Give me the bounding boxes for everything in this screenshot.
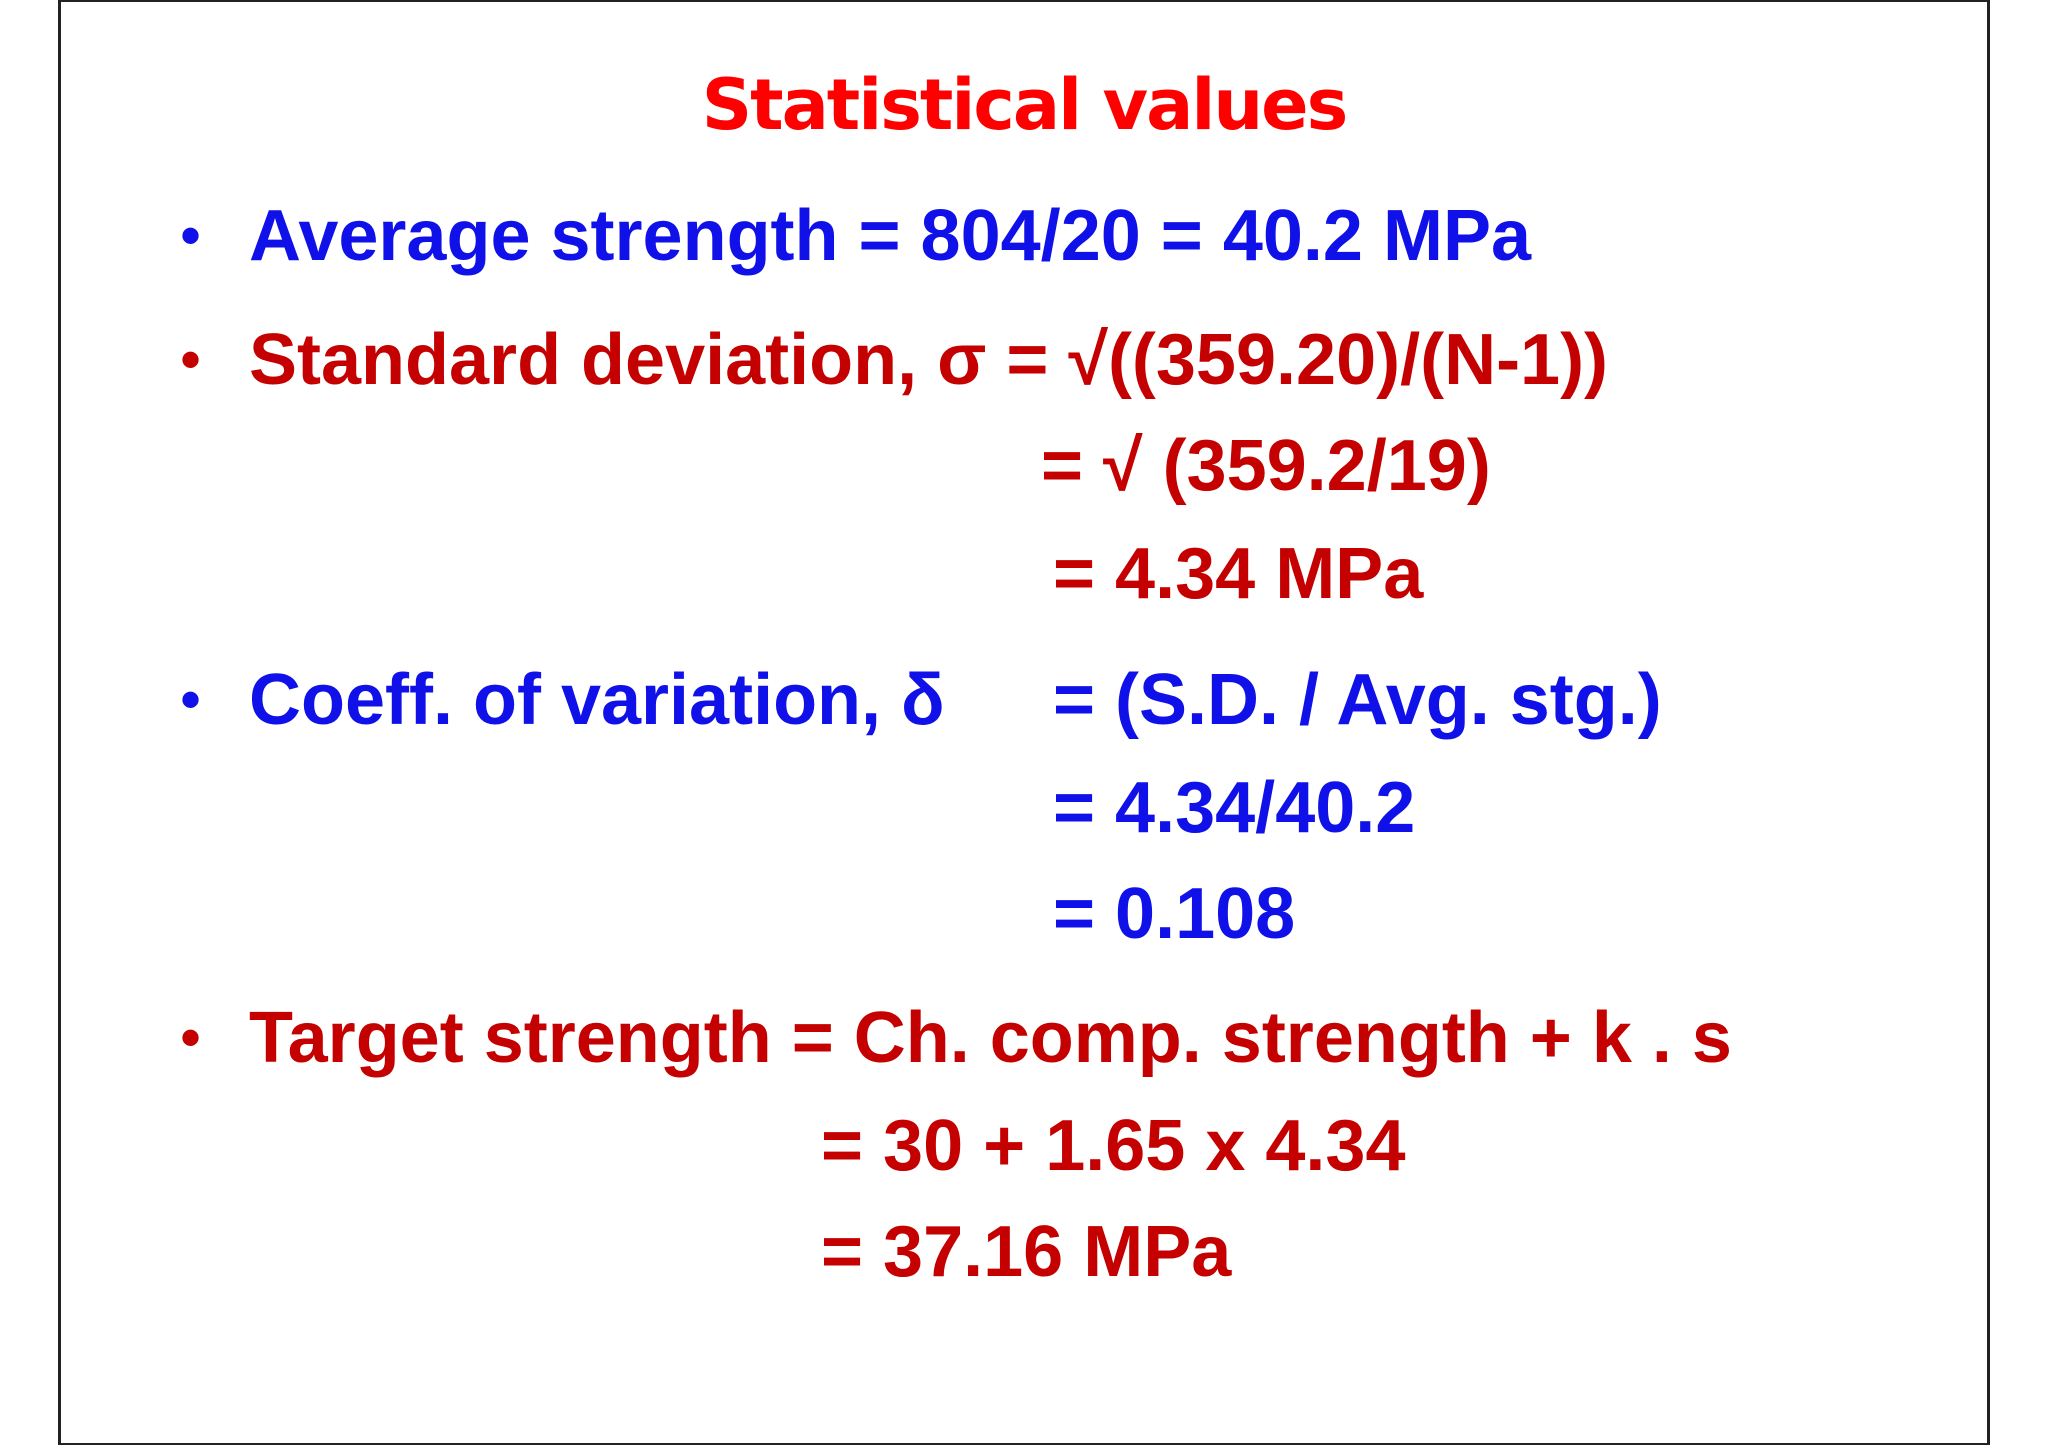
std-dev-line-2: = √ (359.2/19) [1041, 426, 1491, 506]
average-strength-line: Average strength = 804/20 = 40.2 MPa [249, 196, 1532, 276]
target-line-3: = 37.16 MPa [821, 1212, 1232, 1292]
coeff-line-2: = 4.34/40.2 [1053, 768, 1416, 848]
slide-title: Statistical values [701, 64, 1349, 146]
std-dev-line-1: Standard deviation, σ = √((359.20)/(N-1)… [249, 320, 1609, 400]
target-line-1: Target strength = Ch. comp. strength + k… [249, 998, 1732, 1078]
coeff-line-3: = 0.108 [1053, 874, 1296, 954]
target-line-2: = 30 + 1.65 x 4.34 [821, 1106, 1406, 1186]
bullet-std-dev: • [180, 326, 202, 393]
coeff-line-1: = (S.D. / Avg. stg.) [1053, 660, 1662, 740]
bullet-target: • [180, 1004, 202, 1071]
slide-frame: Statistical values • Average strength = … [58, 0, 1990, 1445]
std-dev-line-3: = 4.34 MPa [1053, 534, 1424, 614]
bullet-coeff: • [180, 666, 202, 733]
bullet-average: • [180, 202, 202, 269]
coeff-label: Coeff. of variation, δ [249, 660, 945, 740]
